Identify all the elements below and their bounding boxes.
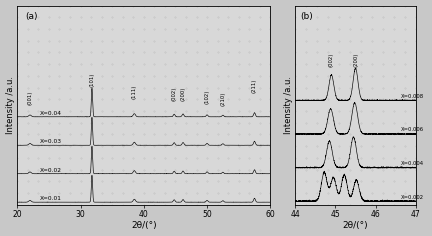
Text: X=0.006: X=0.006 xyxy=(400,127,424,132)
Y-axis label: Intensity /a.u.: Intensity /a.u. xyxy=(6,76,15,134)
Text: (002): (002) xyxy=(172,87,177,101)
Y-axis label: Intensity /a.u.: Intensity /a.u. xyxy=(283,76,292,134)
Text: (210): (210) xyxy=(220,92,226,106)
Text: (101): (101) xyxy=(89,73,95,87)
X-axis label: 2θ/(°): 2θ/(°) xyxy=(343,221,368,230)
Text: X=0.02: X=0.02 xyxy=(39,168,61,173)
Text: X=0.002: X=0.002 xyxy=(400,195,424,200)
Text: X=0.01: X=0.01 xyxy=(39,196,61,201)
Text: (111): (111) xyxy=(132,85,137,99)
Text: X=0.04: X=0.04 xyxy=(39,111,61,116)
Text: (211): (211) xyxy=(252,78,257,93)
Text: (b): (b) xyxy=(300,12,313,21)
Text: (102): (102) xyxy=(205,90,210,104)
Text: X=0.03: X=0.03 xyxy=(39,139,61,144)
Text: X=0.008: X=0.008 xyxy=(400,94,424,99)
Text: (002): (002) xyxy=(329,53,334,67)
X-axis label: 2θ/(°): 2θ/(°) xyxy=(131,221,157,230)
Text: X=0.004: X=0.004 xyxy=(400,161,424,166)
Text: (200): (200) xyxy=(353,53,358,67)
Text: (200): (200) xyxy=(181,87,185,101)
Text: (001): (001) xyxy=(28,91,32,105)
Text: (a): (a) xyxy=(25,12,38,21)
